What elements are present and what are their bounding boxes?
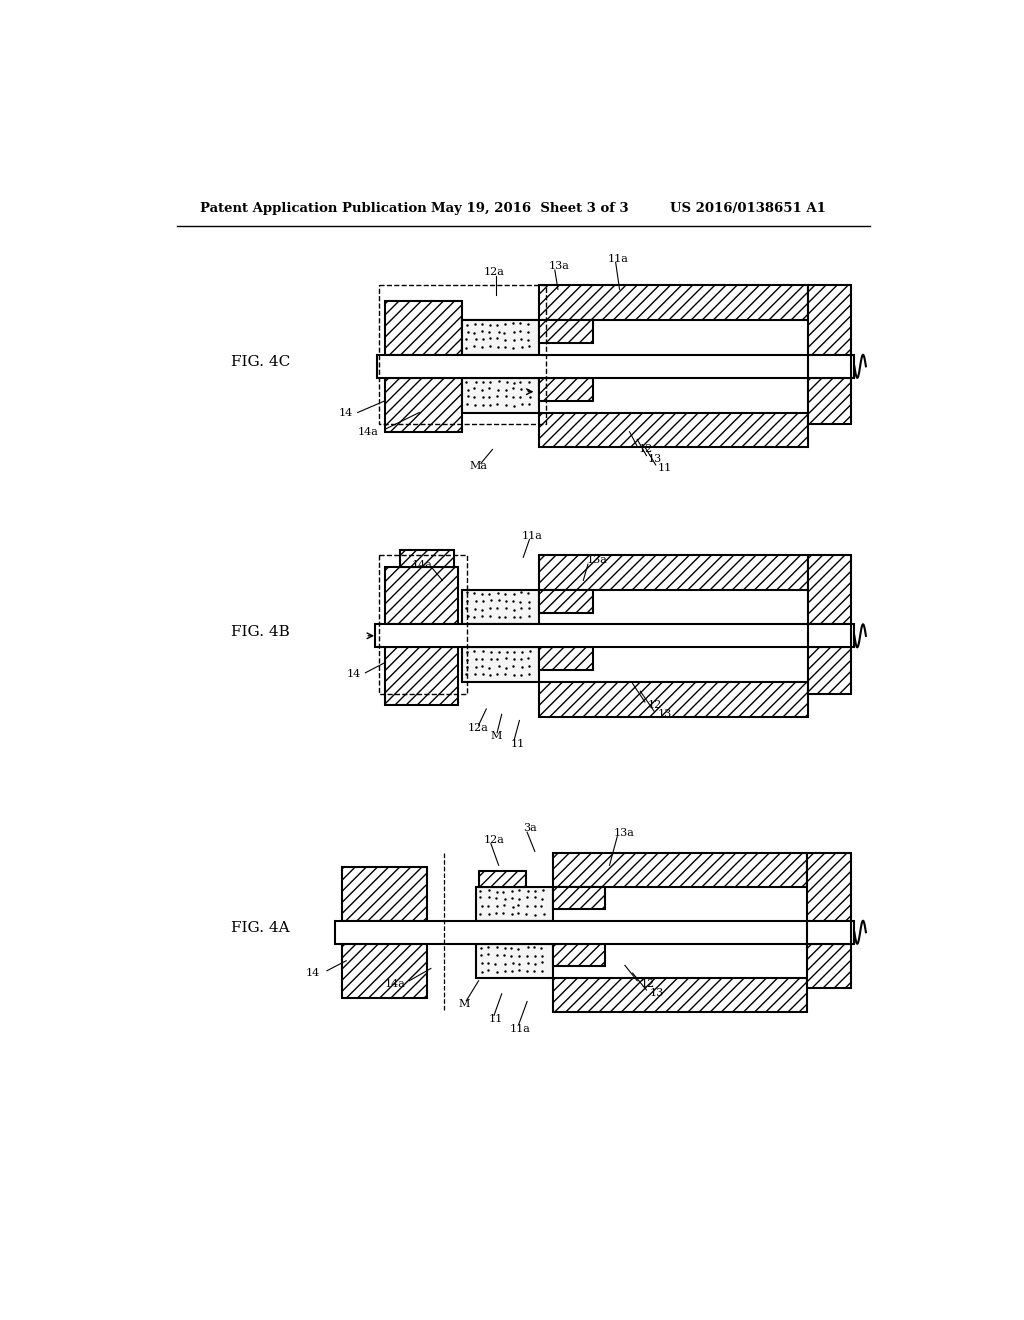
Bar: [553, 944, 605, 966]
Text: 12a: 12a: [483, 268, 504, 277]
Text: May 19, 2016  Sheet 3 of 3: May 19, 2016 Sheet 3 of 3: [431, 202, 629, 215]
Bar: [385, 566, 458, 624]
Text: 13: 13: [657, 709, 672, 719]
Bar: [335, 921, 854, 944]
Bar: [479, 871, 525, 887]
Bar: [808, 624, 851, 647]
Text: 13a: 13a: [549, 261, 569, 271]
Text: 14a: 14a: [412, 560, 432, 570]
Text: 12a: 12a: [468, 723, 488, 733]
Text: 11: 11: [657, 463, 672, 473]
Bar: [539, 412, 808, 447]
Bar: [539, 590, 593, 612]
Bar: [808, 554, 851, 693]
Bar: [385, 378, 462, 432]
Text: Ma: Ma: [469, 462, 487, 471]
Text: 3a: 3a: [523, 824, 537, 833]
Bar: [553, 978, 807, 1011]
Bar: [808, 355, 851, 378]
Bar: [475, 887, 553, 921]
Bar: [539, 647, 593, 671]
Bar: [377, 355, 854, 378]
Text: US 2016/0138651 A1: US 2016/0138651 A1: [670, 202, 825, 215]
Text: 11a: 11a: [509, 1023, 530, 1034]
Bar: [462, 647, 539, 682]
Bar: [385, 647, 458, 705]
Bar: [539, 321, 593, 343]
Bar: [376, 624, 854, 647]
Text: 12a: 12a: [484, 834, 505, 845]
Text: 14a: 14a: [385, 979, 406, 989]
Bar: [807, 853, 851, 989]
Text: 14a: 14a: [357, 426, 379, 437]
Bar: [379, 554, 467, 693]
Text: 13a: 13a: [587, 556, 607, 565]
Text: FIG. 4A: FIG. 4A: [230, 921, 290, 936]
Text: 11: 11: [511, 739, 525, 748]
Bar: [539, 378, 593, 401]
Bar: [342, 867, 427, 921]
Bar: [539, 554, 808, 590]
Bar: [553, 853, 807, 887]
Bar: [462, 378, 539, 412]
Bar: [475, 944, 553, 978]
Text: FIG. 4B: FIG. 4B: [230, 624, 290, 639]
Text: M: M: [490, 731, 503, 741]
Bar: [462, 590, 539, 624]
Text: 12: 12: [640, 979, 654, 989]
Bar: [808, 285, 851, 424]
Text: 11a: 11a: [608, 253, 629, 264]
Bar: [539, 285, 808, 321]
Bar: [342, 944, 427, 998]
Bar: [400, 549, 454, 566]
Text: 11: 11: [488, 1014, 503, 1024]
Text: 14: 14: [339, 408, 352, 417]
Text: FIG. 4C: FIG. 4C: [230, 355, 290, 370]
Text: Patent Application Publication: Patent Application Publication: [200, 202, 427, 215]
Bar: [462, 321, 539, 355]
Text: M: M: [459, 999, 470, 1008]
Text: 12: 12: [639, 445, 653, 454]
Text: 13a: 13a: [614, 828, 635, 838]
Bar: [462, 321, 539, 355]
Bar: [379, 285, 547, 424]
Text: 13: 13: [649, 989, 664, 998]
Bar: [385, 301, 462, 355]
Text: 12: 12: [648, 700, 663, 710]
Bar: [539, 682, 808, 717]
Bar: [807, 921, 851, 944]
Text: 14: 14: [306, 968, 321, 978]
Text: 11a: 11a: [521, 531, 543, 541]
Text: 13: 13: [648, 454, 663, 463]
Text: 14: 14: [346, 669, 360, 680]
Bar: [553, 887, 605, 909]
